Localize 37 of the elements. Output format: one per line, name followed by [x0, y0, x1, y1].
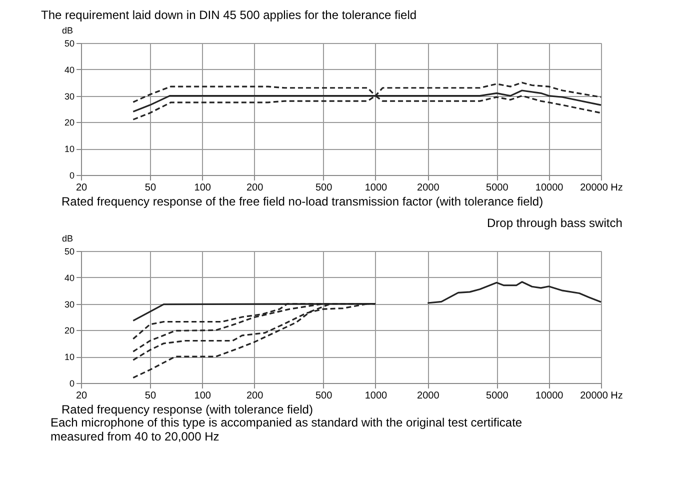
- y-tick-label: 30: [64, 299, 74, 310]
- chart-title: Drop through bass switch: [487, 216, 622, 230]
- x-tick-label: 50: [144, 182, 156, 194]
- y-axis-title: dB: [62, 26, 74, 36]
- y-tick-label: 50: [64, 246, 74, 256]
- x-tick-label: 10000: [535, 390, 564, 402]
- x-tick-label: 500: [315, 182, 333, 194]
- x-axis-title: Rated frequency response of the free field no-load transmission factor (with tolerance field): [62, 194, 544, 208]
- x-tick-label: 200: [246, 182, 264, 194]
- x-tick-label: 100: [194, 390, 212, 402]
- x-axis-title: Rated frequency response (with tolerance field): [62, 402, 313, 416]
- y-tick-label: 40: [64, 64, 74, 75]
- x-tick-label: 2000: [417, 390, 440, 402]
- x-tick-label: 200: [246, 390, 264, 402]
- x-tick-label: 1000: [364, 390, 388, 402]
- x-tick-label: 100: [194, 182, 212, 194]
- y-tick-label: 40: [64, 272, 74, 283]
- y-axis-title: dB: [62, 234, 74, 244]
- x-tick-label: 5000: [486, 182, 509, 194]
- y-tick-label: 0: [69, 170, 74, 180]
- chart-title: The requirement laid down in DIN 45 500 applies for the tolerance field: [41, 8, 417, 22]
- x-tick-label: 50: [144, 390, 156, 402]
- y-tick-label: 10: [64, 352, 74, 362]
- x-tick-label: 2000: [417, 182, 440, 194]
- x-tick-label: 5000: [486, 390, 509, 402]
- y-tick-label: 10: [64, 144, 74, 154]
- x-tick-label: 1000: [364, 182, 388, 194]
- y-tick-label: 0: [69, 378, 74, 388]
- x-tick-label: 10000: [535, 182, 564, 194]
- y-tick-label: 20: [64, 118, 74, 128]
- x-tick-label: 500: [315, 390, 333, 402]
- y-tick-label: 30: [64, 91, 74, 102]
- text: Each microphone of this type is accompanied as standard with the original test certificate measured from 40 to 20,000 Hz: [50, 416, 522, 444]
- x-tick-label: 20000 Hz: [580, 182, 623, 194]
- x-tick-label: 20000 Hz: [580, 390, 623, 402]
- y-tick-label: 20: [64, 326, 74, 336]
- y-tick-label: 50: [64, 38, 74, 48]
